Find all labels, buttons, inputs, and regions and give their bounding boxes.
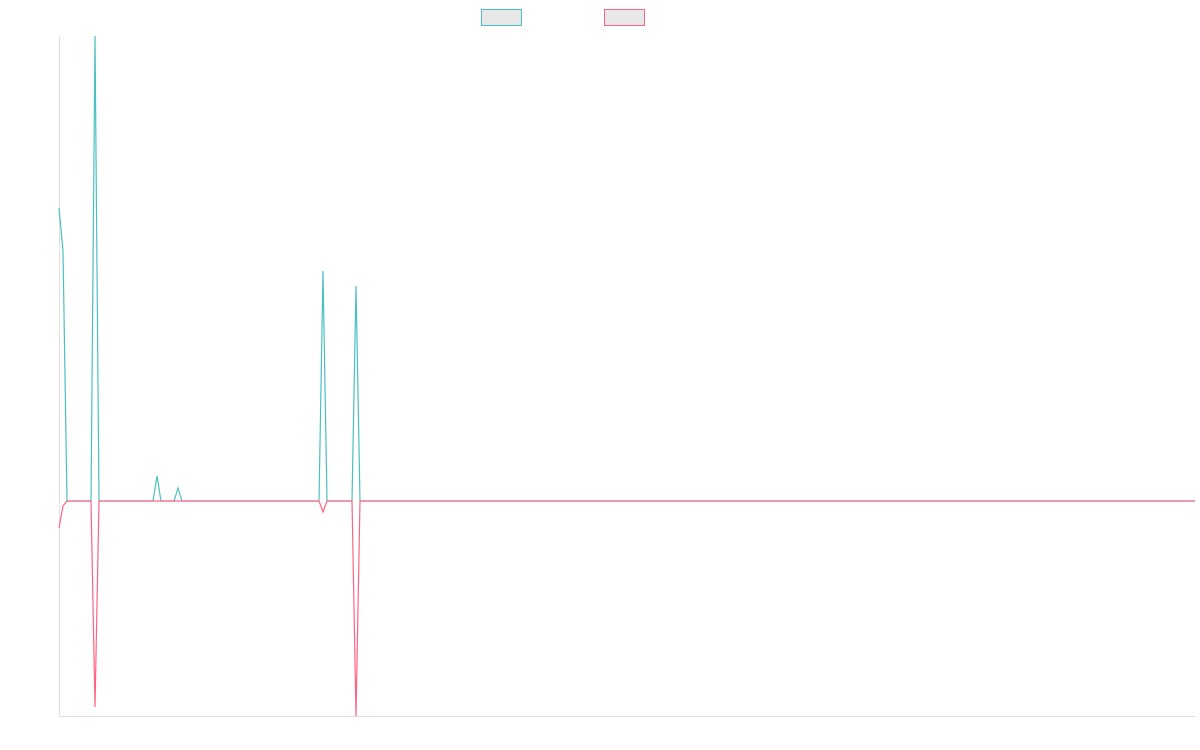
legend [481,9,645,26]
series-line [58,35,1195,502]
legend-swatch [481,9,522,26]
legend-swatch [604,9,645,26]
series-line [58,500,1195,717]
